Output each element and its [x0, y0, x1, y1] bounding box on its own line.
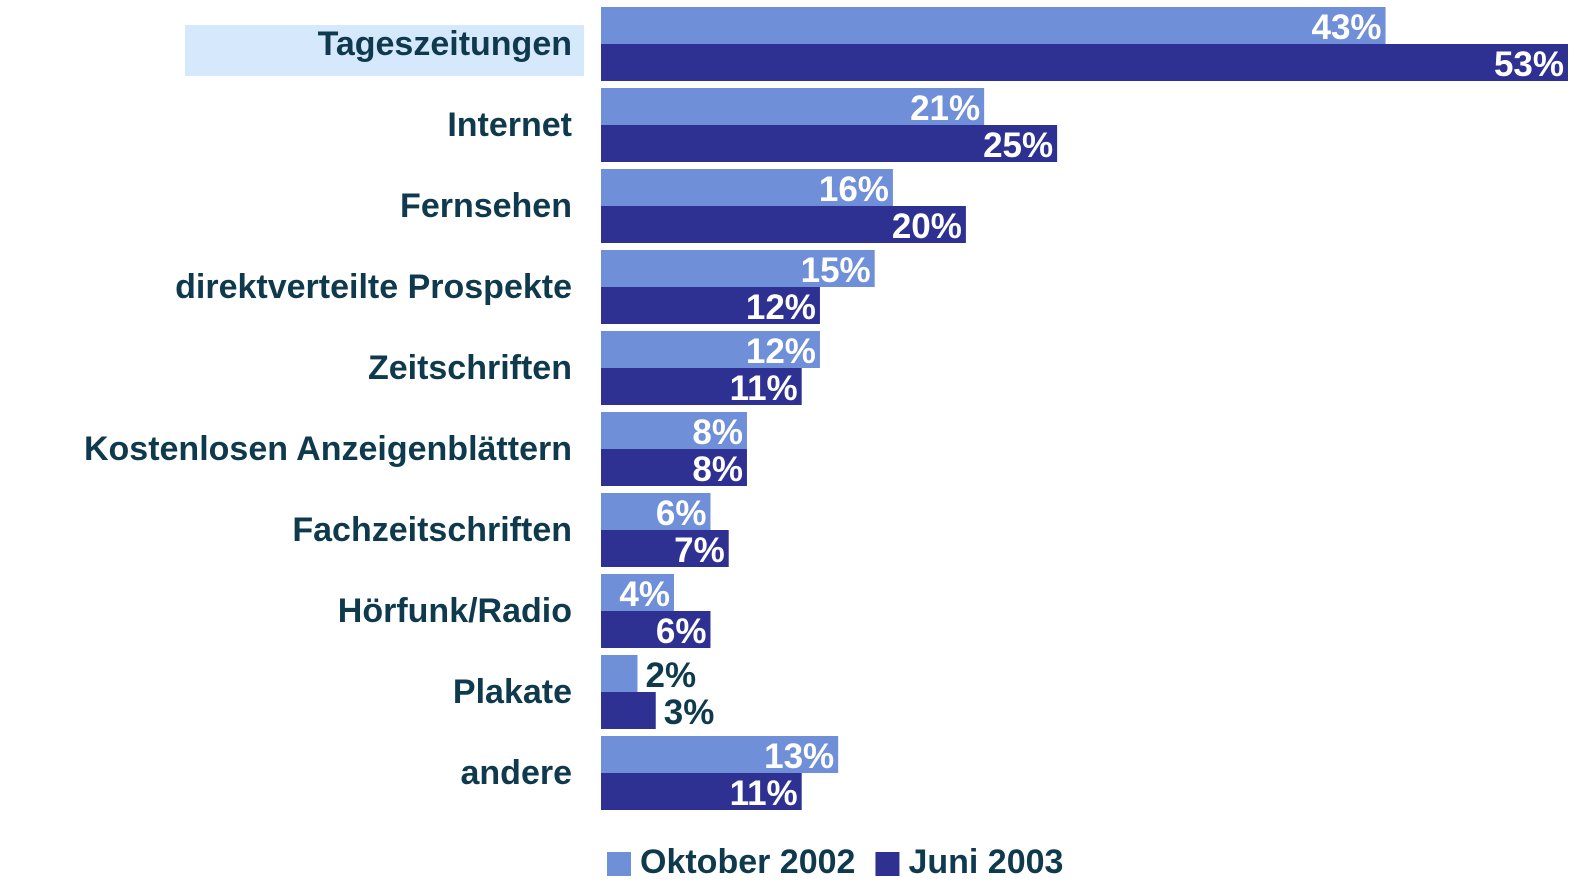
- bar: [601, 287, 820, 324]
- data-label: 6%: [656, 494, 707, 533]
- bar: [601, 412, 747, 449]
- data-label: 12%: [746, 332, 816, 371]
- data-label: 6%: [656, 612, 707, 651]
- data-label: 15%: [801, 251, 871, 290]
- category-label: Hörfunk/Radio: [338, 592, 572, 630]
- data-label: 20%: [892, 207, 962, 246]
- data-label: 2%: [645, 656, 696, 695]
- data-label: 11%: [730, 774, 798, 813]
- legend-label: Oktober 2002: [640, 843, 855, 881]
- category-label: Plakate: [453, 673, 572, 711]
- category-label: andere: [461, 754, 573, 792]
- category-label: Zeitschriften: [368, 349, 572, 387]
- data-label: 4%: [619, 575, 670, 614]
- data-label: 3%: [664, 693, 715, 732]
- bar: [601, 169, 893, 206]
- data-label: 8%: [692, 413, 743, 452]
- bar: [601, 331, 820, 368]
- bar: [601, 449, 747, 486]
- bar: [601, 736, 839, 773]
- data-label: 25%: [983, 126, 1053, 165]
- data-label: 13%: [764, 737, 834, 776]
- bar: [601, 7, 1386, 44]
- bar: [601, 655, 638, 692]
- data-label: 43%: [1311, 8, 1381, 47]
- bar: [601, 574, 674, 611]
- bar: [601, 493, 711, 530]
- data-label: 8%: [692, 450, 743, 489]
- category-label: Internet: [447, 106, 572, 144]
- bar: [601, 250, 875, 287]
- bar: [601, 44, 1568, 81]
- data-label: 16%: [819, 170, 889, 209]
- bar: [601, 88, 985, 125]
- data-label: 53%: [1494, 45, 1564, 84]
- data-label: 21%: [910, 89, 980, 128]
- legend-swatch: [875, 852, 900, 876]
- category-label: Kostenlosen Anzeigenblättern: [84, 430, 572, 468]
- bar: [601, 692, 656, 729]
- legend-swatch: [607, 852, 631, 876]
- legend-label: Juni 2003: [908, 843, 1063, 881]
- bar: [601, 773, 802, 810]
- category-label: Tageszeitungen: [318, 25, 572, 63]
- bar: [601, 611, 711, 648]
- data-label: 7%: [674, 531, 725, 570]
- bar: [601, 125, 1058, 162]
- category-label: direktverteilte Prospekte: [175, 268, 572, 306]
- category-label: Fachzeitschriften: [292, 511, 572, 549]
- data-label: 12%: [746, 288, 816, 327]
- bar: [601, 206, 966, 243]
- data-label: 11%: [730, 369, 798, 408]
- category-label: Fernsehen: [400, 187, 572, 225]
- bar: [601, 530, 729, 567]
- bar: [601, 368, 802, 405]
- category-highlight: [185, 25, 584, 76]
